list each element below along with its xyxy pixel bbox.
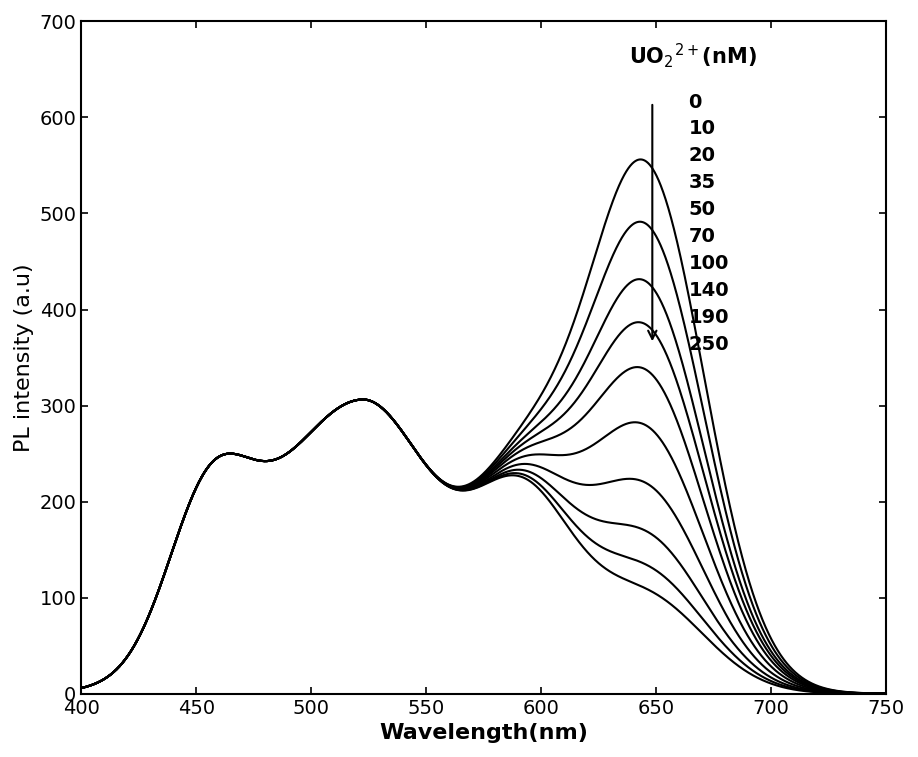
- Text: 20: 20: [688, 146, 715, 165]
- Text: 0: 0: [688, 92, 702, 111]
- Text: 100: 100: [688, 254, 729, 273]
- X-axis label: Wavelength(nm): Wavelength(nm): [379, 723, 588, 743]
- Text: 190: 190: [688, 307, 729, 327]
- Text: 50: 50: [688, 200, 715, 219]
- Text: 35: 35: [688, 173, 716, 192]
- Text: 10: 10: [688, 120, 715, 139]
- Text: 70: 70: [688, 227, 715, 246]
- Text: 250: 250: [688, 335, 729, 354]
- Y-axis label: PL intensity (a.u): PL intensity (a.u): [14, 263, 34, 452]
- Text: UO$_2$$^{2+}$(nM): UO$_2$$^{2+}$(nM): [629, 42, 756, 70]
- Text: 140: 140: [688, 281, 729, 300]
